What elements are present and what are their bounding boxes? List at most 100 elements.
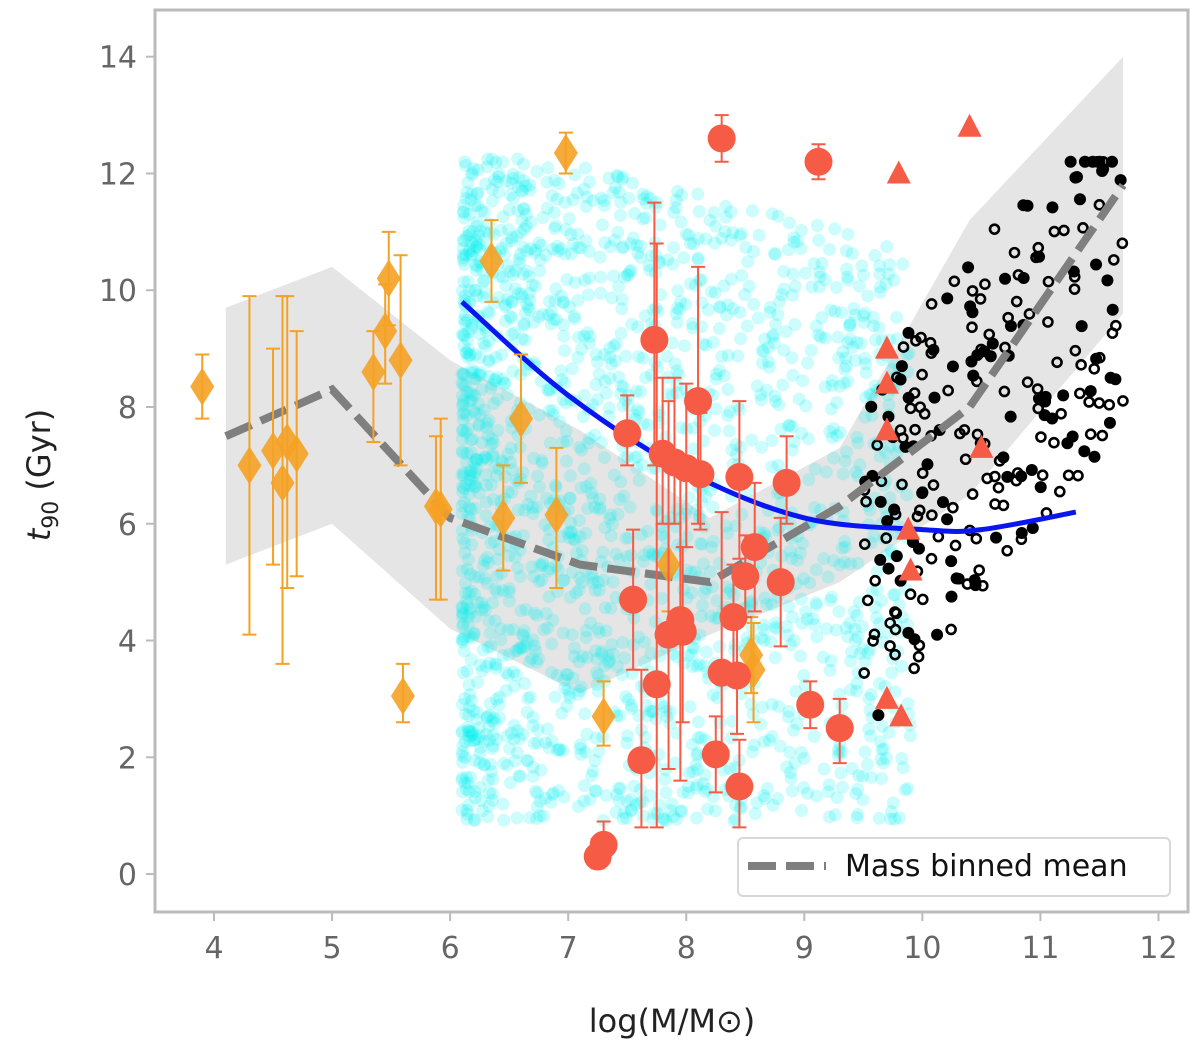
cyan-point xyxy=(691,715,705,729)
cyan-point xyxy=(838,454,852,468)
cyan-point xyxy=(486,436,500,450)
cyan-point xyxy=(858,351,872,365)
cyan-point xyxy=(502,594,516,608)
cyan-point xyxy=(494,633,508,647)
cyan-point xyxy=(612,370,626,384)
cyan-point xyxy=(496,372,510,386)
cyan-point xyxy=(517,202,531,216)
cyan-point xyxy=(491,424,505,438)
cyan-point xyxy=(456,632,470,646)
cyan-point xyxy=(885,666,899,680)
cyan-point xyxy=(712,322,726,336)
cyan-point xyxy=(464,770,478,784)
cyan-point xyxy=(557,673,571,687)
cyan-point xyxy=(468,476,482,490)
cyan-point xyxy=(479,450,493,464)
cyan-point xyxy=(469,235,483,249)
cyan-point xyxy=(466,725,480,739)
cyan-point xyxy=(785,610,799,624)
cyan-point xyxy=(840,262,854,276)
cyan-point xyxy=(639,196,653,210)
cyan-point xyxy=(559,223,573,237)
cyan-point xyxy=(765,207,779,221)
cyan-point xyxy=(499,174,513,188)
cyan-point xyxy=(805,280,819,294)
cyan-point xyxy=(699,338,713,352)
cyan-point xyxy=(810,598,824,612)
black-open-point xyxy=(904,588,917,601)
cyan-point xyxy=(824,303,838,317)
cyan-point xyxy=(797,781,811,795)
cyan-point xyxy=(480,711,494,725)
cyan-point xyxy=(500,292,514,306)
black-open-point xyxy=(1074,387,1086,400)
cyan-point xyxy=(545,787,559,801)
black-open-point xyxy=(1008,246,1021,259)
cyan-point xyxy=(486,739,500,753)
cyan-point xyxy=(479,495,493,509)
cyan-point xyxy=(517,624,531,638)
cyan-point xyxy=(475,204,489,218)
cyan-point xyxy=(477,735,491,749)
cyan-point xyxy=(558,195,572,209)
cyan-point xyxy=(503,264,517,278)
cyan-point xyxy=(520,244,534,258)
cyan-point xyxy=(473,756,487,770)
cyan-point xyxy=(827,451,841,465)
cyan-point xyxy=(556,744,570,758)
cyan-point xyxy=(901,782,915,796)
cyan-point xyxy=(523,293,537,307)
black-open-point xyxy=(974,293,987,305)
cyan-point xyxy=(617,270,631,284)
cyan-point xyxy=(523,690,537,704)
cyan-point xyxy=(785,288,799,302)
black-filled-point xyxy=(1064,155,1077,168)
cyan-point xyxy=(851,630,865,644)
cyan-point xyxy=(686,765,700,779)
cyan-point xyxy=(506,623,520,637)
black-filled-point xyxy=(1084,385,1097,398)
cyan-point xyxy=(523,811,537,825)
cyan-point xyxy=(496,270,510,284)
triangle-point xyxy=(874,335,899,359)
black-filled-point xyxy=(1075,320,1088,333)
cyan-point xyxy=(514,604,528,618)
cyan-point xyxy=(516,466,530,480)
cyan-point xyxy=(577,388,591,402)
cyan-point xyxy=(625,176,639,190)
cyan-point xyxy=(839,445,853,459)
cyan-point xyxy=(686,640,700,654)
cyan-point xyxy=(589,378,603,392)
cyan-point xyxy=(662,387,676,401)
cyan-point xyxy=(612,553,626,567)
cyan-point xyxy=(719,199,733,213)
cyan-point xyxy=(497,756,511,770)
cyan-point xyxy=(552,177,566,191)
cyan-point xyxy=(460,803,474,817)
cyan-point xyxy=(827,554,841,568)
cyan-point xyxy=(489,661,503,675)
cyan-point xyxy=(611,225,625,239)
cyan-point xyxy=(810,219,824,233)
cyan-point xyxy=(870,565,884,579)
triangle-point xyxy=(896,516,921,540)
cyan-point xyxy=(530,655,544,669)
diamond-point xyxy=(361,352,386,391)
cyan-point xyxy=(748,807,762,821)
cyan-point xyxy=(843,332,857,346)
cyan-point xyxy=(589,784,603,798)
cyan-point xyxy=(726,226,740,240)
cyan-point xyxy=(649,550,663,564)
cyan-point xyxy=(595,218,609,232)
cyan-point xyxy=(667,241,681,255)
cyan-point xyxy=(657,813,671,827)
cyan-point xyxy=(595,647,609,661)
cyan-point xyxy=(476,643,490,657)
black-filled-point xyxy=(1069,171,1082,184)
cyan-point xyxy=(571,293,585,307)
cyan-point xyxy=(855,620,869,634)
cyan-point xyxy=(581,288,595,302)
cyan-point xyxy=(575,544,589,558)
cyan-point xyxy=(824,654,838,668)
cyan-point xyxy=(565,362,579,376)
